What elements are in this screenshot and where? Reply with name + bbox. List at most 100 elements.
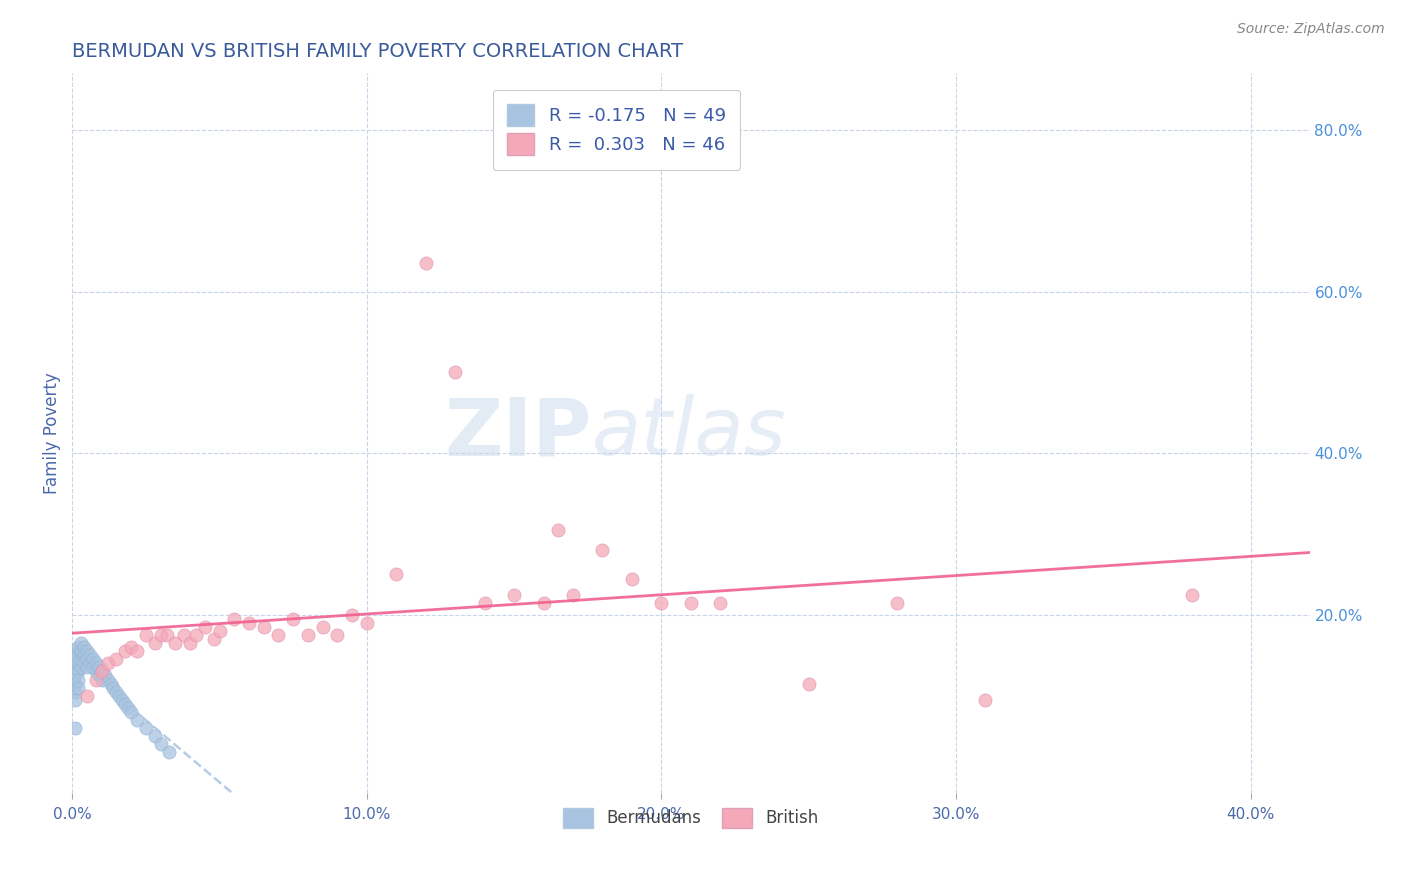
Point	[143, 636, 166, 650]
Point	[67, 640, 90, 655]
Point	[650, 596, 672, 610]
Point	[63, 676, 86, 690]
Point	[67, 681, 90, 695]
Point	[165, 636, 187, 650]
Point	[100, 676, 122, 690]
Point	[105, 652, 128, 666]
Point	[84, 673, 107, 687]
Point	[97, 657, 120, 671]
Point	[797, 676, 820, 690]
Point	[159, 745, 181, 759]
Point	[63, 692, 86, 706]
Legend: Bermudans, British: Bermudans, British	[557, 801, 825, 835]
Point	[73, 648, 96, 663]
Point	[1181, 588, 1204, 602]
Point	[283, 612, 305, 626]
Point	[97, 673, 120, 687]
Point	[73, 657, 96, 671]
Point	[125, 644, 148, 658]
Point	[79, 657, 101, 671]
Point	[70, 660, 93, 674]
Point	[67, 657, 90, 671]
Point	[592, 543, 614, 558]
Point	[90, 673, 112, 687]
Point	[67, 673, 90, 687]
Point	[82, 652, 104, 666]
Point	[533, 596, 555, 610]
Point	[67, 648, 90, 663]
Point	[143, 729, 166, 743]
Point	[474, 596, 496, 610]
Point	[135, 628, 157, 642]
Point	[93, 668, 115, 682]
Point	[208, 624, 231, 638]
Point	[326, 628, 349, 642]
Point	[415, 256, 437, 270]
Point	[149, 628, 172, 642]
Point	[70, 644, 93, 658]
Point	[63, 721, 86, 735]
Text: BERMUDAN VS BRITISH FAMILY POVERTY CORRELATION CHART: BERMUDAN VS BRITISH FAMILY POVERTY CORRE…	[72, 42, 683, 61]
Point	[63, 660, 86, 674]
Point	[679, 596, 702, 610]
Point	[63, 684, 86, 698]
Point	[70, 636, 93, 650]
Point	[173, 628, 195, 642]
Point	[82, 660, 104, 674]
Point	[385, 567, 408, 582]
Point	[70, 652, 93, 666]
Point	[73, 640, 96, 655]
Point	[356, 615, 378, 630]
Text: atlas: atlas	[592, 394, 786, 472]
Point	[311, 620, 333, 634]
Point	[105, 684, 128, 698]
Point	[155, 628, 177, 642]
Point	[202, 632, 225, 646]
Point	[184, 628, 207, 642]
Point	[87, 668, 110, 682]
Point	[297, 628, 319, 642]
Point	[90, 665, 112, 679]
Point	[503, 588, 526, 602]
Point	[120, 705, 142, 719]
Point	[114, 644, 136, 658]
Point	[67, 665, 90, 679]
Point	[125, 713, 148, 727]
Point	[63, 668, 86, 682]
Point	[709, 596, 731, 610]
Point	[194, 620, 217, 634]
Point	[103, 681, 125, 695]
Point	[253, 620, 276, 634]
Point	[267, 628, 290, 642]
Y-axis label: Family Poverty: Family Poverty	[44, 372, 60, 494]
Point	[114, 697, 136, 711]
Point	[84, 657, 107, 671]
Text: ZIP: ZIP	[444, 394, 592, 472]
Point	[87, 660, 110, 674]
Point	[120, 640, 142, 655]
Point	[76, 689, 98, 703]
Point	[179, 636, 201, 650]
Point	[117, 700, 139, 714]
Point	[340, 607, 363, 622]
Point	[620, 572, 643, 586]
Point	[76, 652, 98, 666]
Point	[547, 523, 569, 537]
Point	[76, 660, 98, 674]
Point	[111, 692, 134, 706]
Point	[974, 692, 997, 706]
Point	[149, 737, 172, 751]
Point	[79, 648, 101, 663]
Text: Source: ZipAtlas.com: Source: ZipAtlas.com	[1237, 22, 1385, 37]
Point	[84, 665, 107, 679]
Point	[108, 689, 131, 703]
Point	[224, 612, 246, 626]
Point	[63, 644, 86, 658]
Point	[444, 366, 467, 380]
Point	[135, 721, 157, 735]
Point	[63, 652, 86, 666]
Point	[562, 588, 585, 602]
Point	[76, 644, 98, 658]
Point	[90, 665, 112, 679]
Point	[238, 615, 260, 630]
